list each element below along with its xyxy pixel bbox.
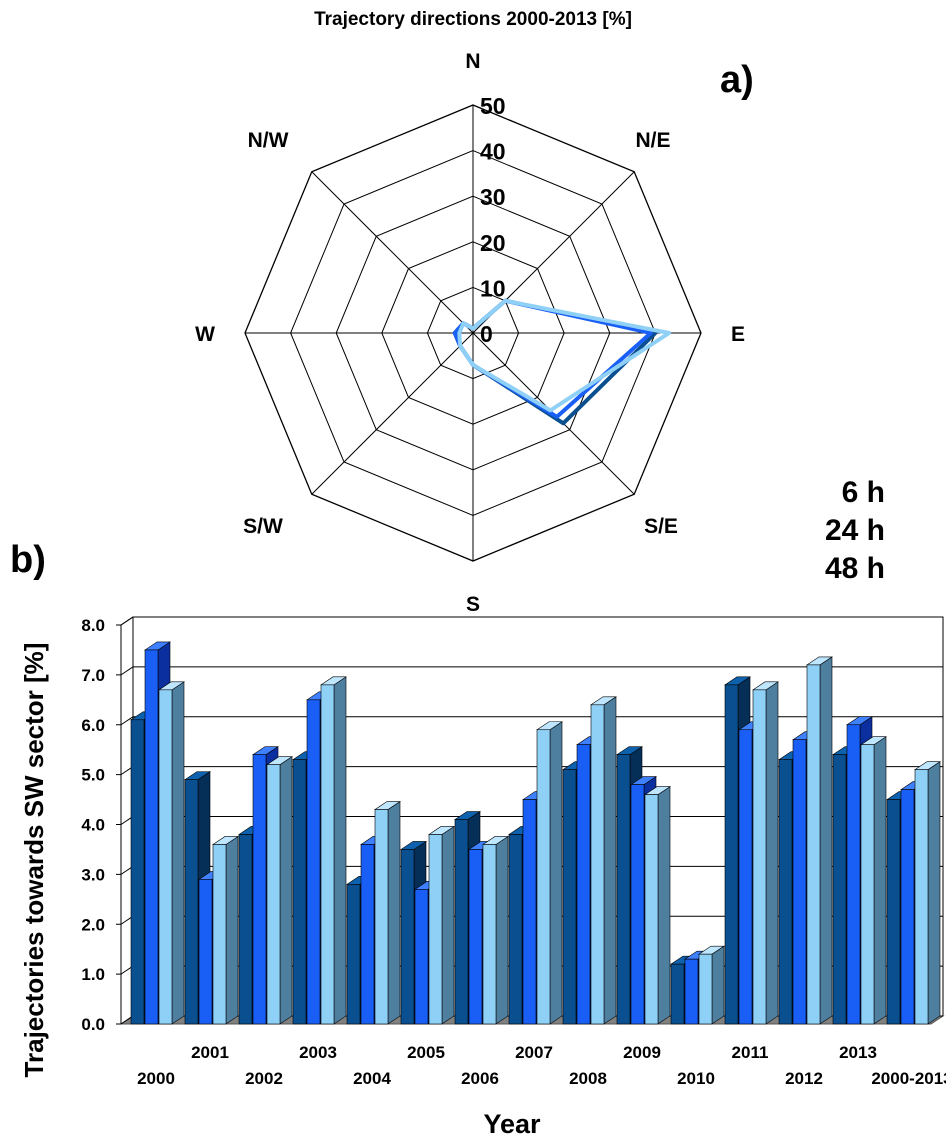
radar-direction-label: W [195,323,215,346]
radar-series-48h [457,298,672,413]
radar-direction-label: S [466,593,480,616]
legend-24h: 24 h [825,514,885,547]
bar-x-tick-label: 2008 [569,1069,607,1088]
bar-2000-48h [158,681,185,1025]
radar-spoke [311,332,474,495]
bar-x-tick-label: 2012 [785,1069,823,1088]
bar-2001-48h [212,835,239,1025]
bar-y-axis-label: Trajectories towards SW sector [%] [19,643,49,1078]
radar-direction-label: N/E [635,129,670,152]
bar-x-tick-label: 2002 [245,1069,283,1088]
radar-radial-tick: 40 [480,139,506,165]
bar-y-tick-label: 3.0 [81,865,105,884]
radar-direction-label: S/W [243,515,283,538]
bar-x-tick-label: 2007 [515,1043,553,1062]
bar-2013-48h [860,736,887,1025]
radar-direction-labels: N N/E E S/E S S/W W N/W [195,50,745,616]
bar-y-tick-label: 6.0 [81,716,105,735]
bar-y-tick-label: 8.0 [81,616,105,635]
radar-radial-tick: 10 [480,275,506,301]
bar-2000-2013-48h [914,761,941,1025]
radar-title: Trajectory directions 2000-2013 [%] [314,9,632,30]
bar-2010-48h [698,945,725,1025]
bar-y-tick-label: 2.0 [81,915,105,934]
bar-x-tick-label: 2006 [461,1069,499,1088]
bar-x-tick-label: 2010 [677,1069,715,1088]
bar-2008-48h [590,696,617,1025]
radar-radial-tick: 0 [480,321,493,347]
radar-web [244,104,702,562]
bar-x-tick-label: 2000 [137,1069,175,1088]
bar-2004-48h [374,800,401,1025]
panel-label-b: b) [10,539,46,581]
bar-y-tick-label: 5.0 [81,766,105,785]
bar-2012-48h [806,656,833,1025]
bar-y-tick-label: 0.0 [81,1015,105,1034]
bar-x-tick-label: 2013 [839,1043,877,1062]
radar-direction-label: S/E [644,515,678,538]
radar-radial-tick: 30 [480,184,506,210]
radar-direction-label: N/W [248,129,289,152]
bar-x-tick-label: 2004 [353,1069,391,1088]
bar-x-tick-label: 2011 [732,1043,769,1062]
bar-x-tick-label: 2005 [407,1043,445,1062]
radar-radial-tick: 20 [480,230,506,256]
radar-radial-tick: 50 [480,93,506,119]
bar-y-tick-label: 1.0 [81,965,105,984]
bar-y-tick-labels: 0.0 1.0 2.0 3.0 4.0 5.0 6.0 7.0 8.0 [81,616,105,1034]
bar-2009-48h [644,786,671,1025]
legend-6h: 6 h [842,476,885,509]
bar-x-tick-label: 2001 [191,1043,229,1062]
bar-2007-48h [536,721,563,1025]
panel-label-a: a) [720,59,754,101]
bar-x-tick-labels: 2000 2001 2002 2003 2004 2005 2006 2007 2008 2009… [137,1043,946,1088]
radar-direction-label: E [731,323,745,346]
bar-x-tick-label: 2003 [299,1043,337,1062]
radar-radial-ticks: 0 10 20 30 40 50 [480,93,506,347]
legend: 6 h 24 h 48 h [825,476,885,585]
radar-spoke [311,171,474,334]
radar-series [452,298,672,426]
bar-2006-48h [482,835,509,1025]
radar-direction-label: N [465,50,480,73]
legend-48h: 48 h [825,552,885,585]
bar-y-tick-label: 7.0 [81,666,105,685]
bar-2003-48h [320,676,347,1025]
bar-2005-48h [428,825,455,1025]
bar-x-tick-label: 2009 [623,1043,661,1062]
bar-2002-48h [266,756,293,1025]
bar-x-axis-label: Year [483,1109,541,1139]
bar-2011-48h [752,681,779,1025]
bar-series [130,641,941,1025]
bar-y-tick-label: 4.0 [81,816,105,835]
bar-x-tick-label: 2000-2013 [871,1069,946,1088]
